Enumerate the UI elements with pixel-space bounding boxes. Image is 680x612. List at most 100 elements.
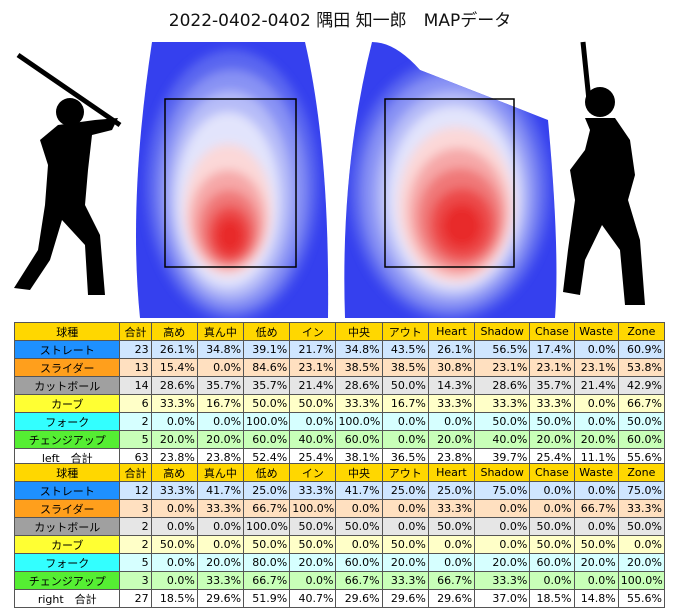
cell: 20.0% [196,430,245,449]
cell: 38.1% [335,448,383,467]
cell: 0.0% [381,517,429,536]
cell: 52.4% [243,448,291,467]
cell: 20.0% [381,553,429,572]
stats-table: 球種 合計 高め 真ん中 低め イン 中央 アウト Heart Shadow Chase Waste Z… [13,322,666,467]
cell: 23 [119,340,152,359]
strike-zone [164,98,297,268]
cell: 51.9% [243,589,291,608]
cell: 100.0% [289,499,337,518]
cell: 60.0% [617,430,666,449]
cell: 41.7% [196,481,245,500]
cell: 23.1% [474,358,531,377]
cell: Zone [617,463,666,482]
cell: 20.0% [529,430,575,449]
cell: 66.7% [335,571,383,590]
cell: 60.0% [335,553,383,572]
cell: 41.7% [335,481,383,500]
cell: 20.0% [573,430,619,449]
cell: 2 [119,517,152,536]
cell: 66.7% [573,499,619,518]
cell: 0.0% [150,412,198,431]
cell: 53.8% [617,358,666,377]
cell: 14.3% [427,376,476,395]
cell: 50.0% [289,535,337,554]
cell: 66.7% [617,394,666,413]
cell: 35.7% [243,376,291,395]
cell: 50.0% [289,394,337,413]
cell: 33.3% [427,394,476,413]
cell: 33.3% [150,481,198,500]
cell: 29.6% [335,589,383,608]
cell: 0.0% [474,517,531,536]
cell: Heart [427,463,476,482]
header-row: 球種 合計 高め 真ん中 低め イン 中央 アウト Heart Shadow Chase Waste Z… [13,322,666,341]
pitch-type: right 合計 [13,589,121,608]
pitch-type: カーブ [13,535,121,554]
cell: 33.3% [196,499,245,518]
cell: 37.0% [474,589,531,608]
left-batter [14,52,122,295]
cell: 50.0% [529,412,575,431]
data-row: チェンジアップ 3 0.0% 33.3% 66.7% 0.0% 66.7% 33.3% 66.7… [13,571,666,590]
cell: Waste [573,463,619,482]
cell: 23.1% [529,358,575,377]
data-row: カットボール 2 0.0% 0.0% 100.0% 50.0% 50.0% 0.0% 50.0%… [13,517,666,536]
cell: 低め [243,463,291,482]
cell: 50.0% [381,376,429,395]
cell: 66.7% [243,499,291,518]
data-row: カットボール 14 28.6% 35.7% 35.7% 21.4% 28.6% 50.0% 14… [13,376,666,395]
cell: 3 [119,499,152,518]
cell: Waste [573,322,619,341]
cell: 0.0% [150,499,198,518]
cell: 0.0% [196,517,245,536]
cell: 60.0% [335,430,383,449]
cell: 14 [119,376,152,395]
cell: 26.1% [150,340,198,359]
cell: 5 [119,430,152,449]
cell: 6 [119,394,152,413]
data-row: チェンジアップ 5 20.0% 20.0% 60.0% 40.0% 60.0% 0.0% 20.… [13,430,666,449]
cell: 合計 [119,463,152,482]
cell: 40.0% [289,430,337,449]
cell: 60.0% [529,553,575,572]
cell: 35.7% [196,376,245,395]
header-row: 球種 合計 高め 真ん中 低め イン 中央 アウト Heart Shadow Chase Waste Z… [13,463,666,482]
cell: 25.0% [381,481,429,500]
pitch-type: カーブ [13,394,121,413]
cell: 高め [150,322,198,341]
pitch-type: カットボール [13,376,121,395]
cell: 23.8% [196,448,245,467]
cell: 2 [119,535,152,554]
cell: 0.0% [573,517,619,536]
cell: 0.0% [573,571,619,590]
cell: 39.7% [474,448,531,467]
cell: 0.0% [474,499,531,518]
cell: 50.0% [529,517,575,536]
data-row: カーブ 2 50.0% 0.0% 50.0% 50.0% 0.0% 50.0% 0.0% 0.0%… [13,535,666,554]
data-row: ストレート 23 26.1% 34.8% 39.1% 21.7% 34.8% 43.5% 26.… [13,340,666,359]
cell: 50.0% [150,535,198,554]
cell: Chase [529,463,575,482]
cell: 50.0% [573,535,619,554]
cell: 21.4% [573,376,619,395]
cell: 39.1% [243,340,291,359]
cell: 16.7% [196,394,245,413]
cell: 2 [119,412,152,431]
cell: 0.0% [573,394,619,413]
stats-table: 球種 合計 高め 真ん中 低め イン 中央 アウト Heart Shadow Chase Waste Z… [13,463,666,608]
cell: 15.4% [150,358,198,377]
cell: 0.0% [427,553,476,572]
cell: Zone [617,322,666,341]
cell: 50.0% [617,517,666,536]
cell: 33.3% [427,499,476,518]
cell: 42.9% [617,376,666,395]
cell: 60.9% [617,340,666,359]
cell: 34.8% [335,340,383,359]
cell: 50.0% [243,394,291,413]
data-row: フォーク 5 0.0% 20.0% 80.0% 20.0% 60.0% 20.0% 0.0% 20… [13,553,666,572]
cell: 29.6% [381,589,429,608]
cell: 28.6% [335,376,383,395]
cell: 0.0% [474,535,531,554]
cell: 66.7% [427,571,476,590]
